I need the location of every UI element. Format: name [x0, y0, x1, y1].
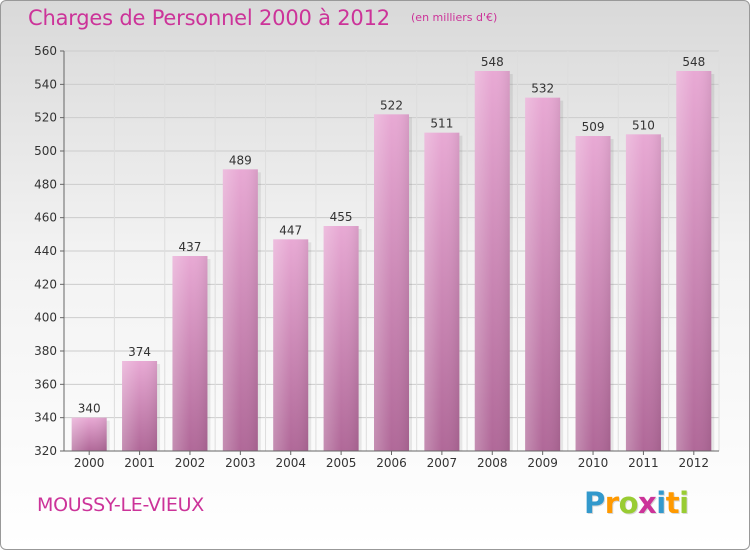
x-tick-label-2002: 2002	[175, 456, 206, 470]
y-tick-label: 500	[34, 144, 57, 158]
logo-letter: t	[665, 486, 680, 520]
x-tick-label-2009: 2009	[527, 456, 558, 470]
bars	[71, 71, 715, 452]
value-label-2008: 548	[481, 55, 504, 69]
x-tick-label-2010: 2010	[578, 456, 609, 470]
y-tick-label: 520	[34, 111, 57, 125]
axes: 320 340 360 380 400 420 440 460 480 500 520 540 560 2…	[34, 44, 719, 470]
logo-letter: o	[618, 486, 639, 520]
bar-sheen	[122, 361, 158, 451]
bar-sheen	[374, 114, 409, 451]
logo-letter: P	[584, 486, 605, 520]
value-label-2012: 548	[682, 55, 705, 69]
x-tick-label-2012: 2012	[679, 456, 710, 470]
value-label-2009: 532	[531, 82, 554, 96]
bar-sheen	[525, 97, 561, 452]
x-tick-label-2003: 2003	[225, 456, 256, 470]
y-tick-label: 440	[34, 244, 57, 258]
commune-name: MOUSSY-LE-VIEUX	[37, 494, 204, 516]
title-row: Charges de Personnel 2000 à 2012 (en mil…	[28, 6, 497, 30]
value-label-2010: 509	[582, 120, 605, 134]
bar-sheen	[625, 134, 661, 452]
chart-subtitle: (en milliers d'€)	[411, 11, 498, 24]
bar-sheen	[474, 71, 510, 451]
y-tick-label: 460	[34, 211, 57, 225]
value-label-2005: 455	[330, 210, 353, 224]
proxiti-logo: Proxiti	[584, 486, 689, 520]
logo-letter: i	[656, 486, 666, 520]
x-tick-label-2006: 2006	[376, 456, 407, 470]
x-tick-label-2011: 2011	[628, 456, 659, 470]
bar-sheen	[575, 136, 611, 451]
value-label-2003: 489	[229, 153, 252, 167]
y-tick-label: 360	[34, 377, 57, 391]
y-tick-label: 320	[34, 444, 57, 458]
bar-sheen	[71, 417, 107, 451]
logo-letter: r	[604, 486, 619, 520]
value-label-2002: 437	[179, 240, 202, 254]
chart-title: Charges de Personnel 2000 à 2012	[28, 6, 390, 30]
x-tick-label-2004: 2004	[275, 456, 306, 470]
value-label-2011: 510	[632, 118, 655, 132]
y-tick-label: 420	[34, 277, 57, 291]
bar-sheen	[676, 71, 712, 451]
y-tick-label: 540	[34, 77, 57, 91]
value-label-2000: 340	[78, 402, 101, 416]
logo-letter: i	[679, 486, 689, 520]
x-tick-label-2000: 2000	[74, 456, 105, 470]
bar-sheen	[222, 169, 258, 452]
y-tick-label: 340	[34, 411, 57, 425]
bar-sheen	[273, 239, 309, 451]
value-label-2006: 522	[380, 98, 403, 112]
bar-sheen	[424, 132, 460, 451]
y-tick-label: 380	[34, 344, 57, 358]
x-tick-label-2008: 2008	[477, 456, 508, 470]
value-label-2004: 447	[279, 223, 302, 237]
y-tick-label: 480	[34, 177, 57, 191]
x-tick-label-2001: 2001	[124, 456, 155, 470]
bar-sheen	[172, 256, 208, 451]
x-tick-label-2007: 2007	[427, 456, 458, 470]
x-tick-label-2005: 2005	[326, 456, 357, 470]
bar-sheen	[323, 226, 359, 451]
y-tick-label: 560	[34, 44, 57, 58]
logo-letter: x	[638, 486, 657, 520]
value-label-2007: 511	[430, 117, 453, 131]
y-tick-label: 400	[34, 311, 57, 325]
value-label-2001: 374	[128, 345, 151, 359]
data-labels: 340 374 437 489 447 455 522 511 548 532 509 510 548	[78, 55, 706, 416]
